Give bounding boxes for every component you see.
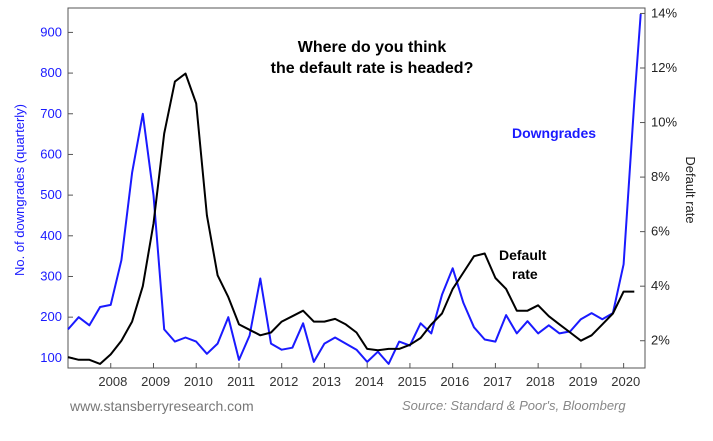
axis-ticks: 100 200 300 400 500 600 700 800 900 2% 4% 6% 8% 10% 12…	[40, 5, 677, 389]
right-axis-label: Default rate	[683, 156, 698, 223]
x-tick-label: 2012	[269, 374, 298, 389]
left-axis-label: No. of downgrades (quarterly)	[12, 104, 27, 276]
right-tick-label: 8%	[651, 169, 670, 184]
source-note: Source: Standard & Poor's, Bloomberg	[402, 398, 626, 413]
right-tick-label: 2%	[651, 333, 670, 348]
left-tick-label: 600	[40, 146, 62, 161]
left-tick-label: 200	[40, 309, 62, 324]
x-tick-label: 2014	[355, 374, 384, 389]
right-tick-label: 6%	[651, 224, 670, 239]
x-tick-label: 2010	[184, 374, 213, 389]
right-tick-label: 12%	[651, 60, 677, 75]
x-tick-label: 2017	[483, 374, 512, 389]
series-lines	[67, 14, 642, 365]
left-tick-label: 300	[40, 268, 62, 283]
right-tick-label: 10%	[651, 115, 677, 130]
website-credit[interactable]: www.stansberryresearch.com	[70, 398, 254, 414]
left-tick-label: 400	[40, 228, 62, 243]
downgrades-annotation: Downgrades	[512, 125, 596, 141]
right-tick-label: 14%	[651, 5, 677, 20]
right-tick-label: 4%	[651, 278, 670, 293]
x-tick-label: 2019	[569, 374, 598, 389]
default-rate-annotation-line-1: Default	[499, 247, 547, 263]
x-tick-label: 2013	[312, 374, 341, 389]
left-tick-label: 500	[40, 187, 62, 202]
default-rate-annotation-line-2: rate	[512, 266, 538, 282]
x-tick-label: 2011	[227, 374, 255, 389]
chart-title-line-2: the default rate is headed?	[271, 60, 474, 77]
plot-border	[67, 7, 646, 369]
plot-frame	[67, 7, 646, 369]
downgrades-line	[67, 14, 642, 365]
left-tick-label: 900	[40, 24, 62, 39]
left-tick-label: 100	[40, 350, 62, 365]
x-tick-label: 2008	[98, 374, 127, 389]
default-rate-line	[67, 72, 635, 365]
x-tick-label: 2018	[526, 374, 555, 389]
chart-title-line-1: Where do you think	[298, 39, 447, 56]
x-tick-label: 2016	[440, 374, 469, 389]
x-tick-label: 2020	[611, 374, 640, 389]
x-tick-label: 2015	[398, 374, 427, 389]
left-tick-label: 700	[40, 106, 62, 121]
x-tick-label: 2009	[141, 374, 170, 389]
left-tick-label: 800	[40, 65, 62, 80]
